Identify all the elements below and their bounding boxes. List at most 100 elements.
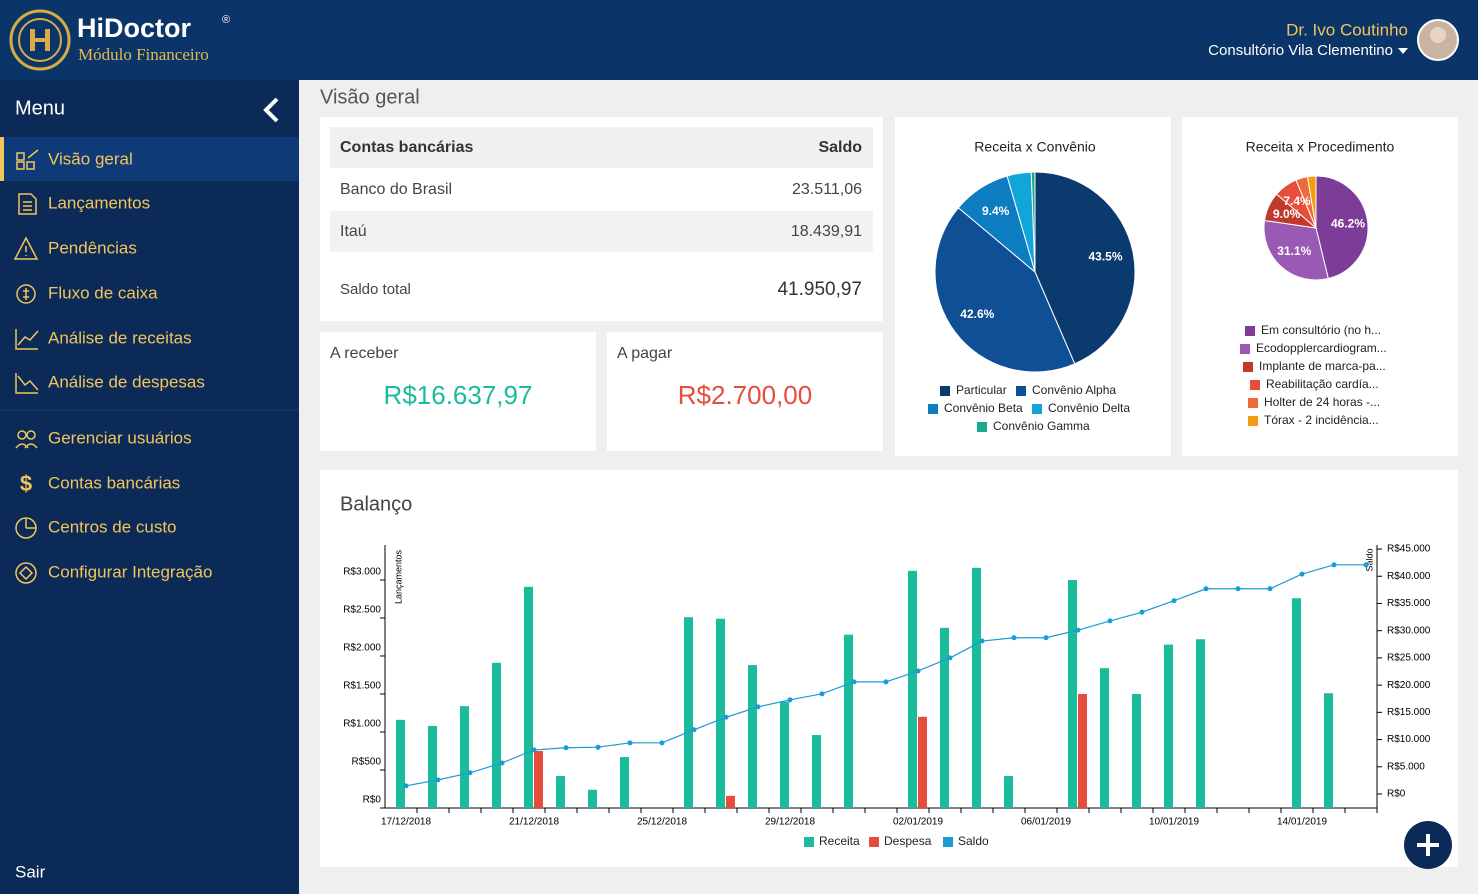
x-tick-label: 02/01/2019 [893, 817, 943, 828]
line-point [1267, 586, 1273, 592]
legend-label: Tórax - 2 incidência... [1264, 413, 1379, 427]
bar [1292, 598, 1301, 808]
line-point [1331, 562, 1337, 568]
icon [16, 152, 25, 161]
header-bar [0, 0, 1478, 80]
line-point [467, 770, 473, 776]
menu-item[interactable]: Fluxo de caixa [48, 283, 158, 302]
bar [1004, 776, 1013, 808]
legend-label: Reabilitação cardía... [1266, 377, 1379, 391]
legend-label: Em consultório (no h... [1261, 323, 1381, 337]
legend-swatch [940, 386, 950, 396]
table-cell: 18.439,91 [791, 223, 862, 240]
line-point [851, 679, 857, 685]
add-icon [1417, 834, 1439, 856]
table-cell: Itaú [340, 223, 367, 240]
icon [16, 284, 36, 304]
y-axis-title: Lançamentos [393, 549, 403, 604]
line-point [1107, 618, 1113, 624]
line-point [1075, 627, 1081, 633]
table-header: Saldo [818, 139, 862, 156]
logo[interactable] [9, 9, 71, 71]
legend-label: Saldo [958, 834, 989, 848]
total-value: 41.950,97 [777, 279, 862, 300]
line-point [499, 760, 505, 766]
y2-tick-label: R$45.000 [1387, 544, 1431, 555]
y2-tick-label: R$35.000 [1387, 598, 1431, 609]
chart-title: Receita x Procedimento [1246, 139, 1395, 155]
line-point [563, 745, 569, 751]
legend-label: Convênio Alpha [1032, 383, 1116, 397]
page-title: Visão geral [320, 86, 420, 108]
pie-slice [934, 207, 1076, 373]
menu-item[interactable]: Análise de despesas [48, 372, 205, 391]
menu-item[interactable]: Contas bancárias [48, 473, 180, 492]
menu-item[interactable]: Gerenciar usuários [48, 428, 192, 447]
y2-axis-title: Saldo [1364, 548, 1374, 571]
user-name[interactable]: Dr. Ivo Coutinho [1286, 20, 1408, 39]
data-label: 43.5% [1088, 250, 1122, 264]
icon [18, 565, 34, 581]
bar [492, 662, 501, 808]
pie-slice [1315, 175, 1369, 280]
icon [15, 329, 39, 350]
line-point [1139, 609, 1145, 615]
legend-swatch [1250, 380, 1260, 390]
menu-item[interactable]: Lançamentos [48, 193, 150, 212]
charts: Receita x Convênio Particular Convênio Alp… [340, 139, 1431, 848]
bar [534, 750, 543, 808]
menu-title: Menu [15, 97, 65, 119]
line-point [819, 691, 825, 697]
chart-title: Receita x Convênio [974, 139, 1096, 155]
y-tick-label: R$1.500 [343, 681, 381, 692]
line-point [659, 740, 665, 746]
line-point [915, 668, 921, 674]
icon [16, 161, 25, 170]
icon [26, 430, 36, 440]
legend-label: Particular [956, 383, 1007, 397]
menu-item[interactable]: Configurar Integração [48, 562, 212, 581]
line-point [883, 679, 889, 685]
bar [1132, 693, 1141, 808]
dropdown-caret[interactable] [1398, 48, 1408, 54]
icon [23, 288, 29, 300]
y2-tick-label: R$5.000 [1387, 761, 1425, 772]
data-label: 31.1% [1277, 244, 1311, 258]
bar [748, 665, 757, 808]
data-label: 9.0% [1273, 207, 1301, 221]
payable-value: R$2.700,00 [678, 380, 812, 410]
legend-label: Despesa [884, 834, 932, 848]
y-tick-label: R$2.000 [343, 643, 381, 654]
table-cell: 23.511,06 [792, 181, 862, 198]
legend-label: Implante de marca-pa... [1259, 359, 1386, 373]
table-cell: Banco do Brasil [340, 181, 452, 198]
bar [1196, 639, 1205, 808]
receivable-card [320, 332, 596, 451]
menu-item[interactable]: Visão geral [48, 149, 133, 168]
logout[interactable]: Sair [15, 862, 46, 881]
menu-item[interactable]: Centros de custo [48, 517, 177, 536]
x-tick-label: 14/01/2019 [1277, 817, 1327, 828]
module-name: Módulo Financeiro [78, 45, 209, 64]
line-point [435, 777, 441, 783]
line-point [1203, 586, 1209, 592]
icon [15, 443, 38, 449]
bar [428, 725, 437, 808]
y2-tick-label: R$30.000 [1387, 625, 1431, 636]
collapse-button[interactable] [263, 97, 279, 123]
legend-swatch [1245, 326, 1255, 336]
bar [396, 719, 405, 808]
pie-slice [1263, 219, 1329, 281]
bar [1078, 693, 1087, 808]
line-point [531, 747, 537, 753]
legend-label: Convênio Gamma [993, 419, 1090, 433]
clinic-selector[interactable]: Consultório Vila Clementino [1208, 42, 1393, 59]
total-label: Saldo total [340, 281, 411, 298]
menu-item[interactable]: Análise de receitas [48, 328, 192, 347]
active-indicator [0, 137, 4, 181]
menu-item[interactable]: Pendências [48, 238, 137, 257]
pie-slice [1030, 171, 1036, 273]
payable-label: A pagar [617, 345, 673, 362]
logo-h [30, 38, 50, 42]
y-tick-label: R$2.500 [343, 605, 381, 616]
